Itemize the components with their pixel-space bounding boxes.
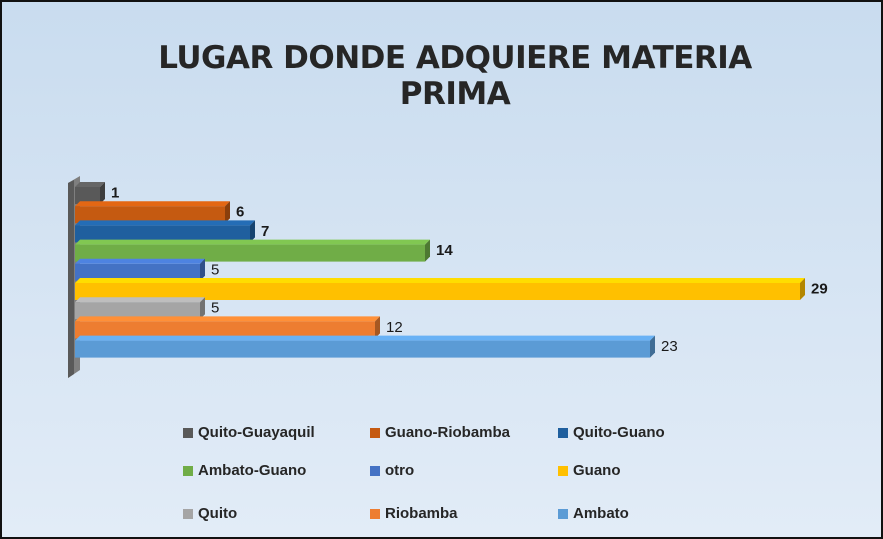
- data-label: 5: [211, 300, 219, 317]
- data-label: 14: [436, 242, 453, 259]
- bar: [75, 244, 425, 262]
- bar: [75, 206, 225, 224]
- legend-swatch: [183, 466, 193, 476]
- bar: [75, 225, 250, 243]
- bar-end: [800, 278, 805, 300]
- bar-end: [225, 201, 230, 224]
- bar-end: [650, 335, 655, 358]
- bar: [75, 283, 800, 300]
- data-label: 12: [386, 319, 403, 336]
- legend-label: Ambato: [573, 505, 629, 522]
- legend-swatch: [558, 428, 568, 438]
- legend-label: Quito: [198, 505, 237, 522]
- back-wall-edge: [68, 180, 74, 378]
- legend-label: Guano-Riobamba: [385, 424, 511, 441]
- data-label: 23: [661, 338, 678, 355]
- data-label: 6: [236, 204, 244, 221]
- bar-top: [75, 220, 255, 226]
- data-label: 1: [111, 184, 119, 201]
- legend-label: Riobamba: [385, 505, 458, 522]
- legend-swatch: [370, 428, 380, 438]
- bar-top: [75, 297, 205, 303]
- data-label: 7: [261, 223, 269, 240]
- chart-title: LUGAR DONDE ADQUIERE MATERIA PRIMA: [158, 40, 752, 112]
- legend-label: Ambato-Guano: [198, 462, 306, 479]
- legend-label: otro: [385, 462, 414, 479]
- bar-top: [75, 335, 655, 341]
- bar-top: [75, 258, 205, 264]
- bar-end: [250, 220, 255, 243]
- bar-top: [75, 182, 105, 187]
- legend-swatch: [370, 466, 380, 476]
- bar-top: [75, 239, 430, 245]
- legend-swatch: [558, 466, 568, 476]
- bar-top: [75, 316, 380, 322]
- bar-top: [75, 201, 230, 207]
- bar-end: [375, 316, 380, 339]
- legend-swatch: [370, 509, 380, 519]
- bar-end: [100, 182, 105, 204]
- legend-label: Quito-Guano: [573, 424, 665, 441]
- bar-end: [200, 297, 205, 320]
- data-label: 29: [811, 280, 828, 297]
- bar: [75, 340, 650, 358]
- bar-end: [425, 239, 430, 262]
- legend-swatch: [558, 509, 568, 519]
- bar: [75, 302, 200, 320]
- legend-swatch: [183, 428, 193, 438]
- data-label: 5: [211, 261, 219, 278]
- legend-swatch: [183, 509, 193, 519]
- bar-top: [75, 278, 805, 283]
- bar: [75, 187, 100, 204]
- bar: [75, 321, 375, 339]
- legend-label: Guano: [573, 462, 621, 479]
- legend-label: Quito-Guayaquil: [198, 424, 315, 441]
- bar: [75, 263, 200, 281]
- bar-end: [200, 258, 205, 281]
